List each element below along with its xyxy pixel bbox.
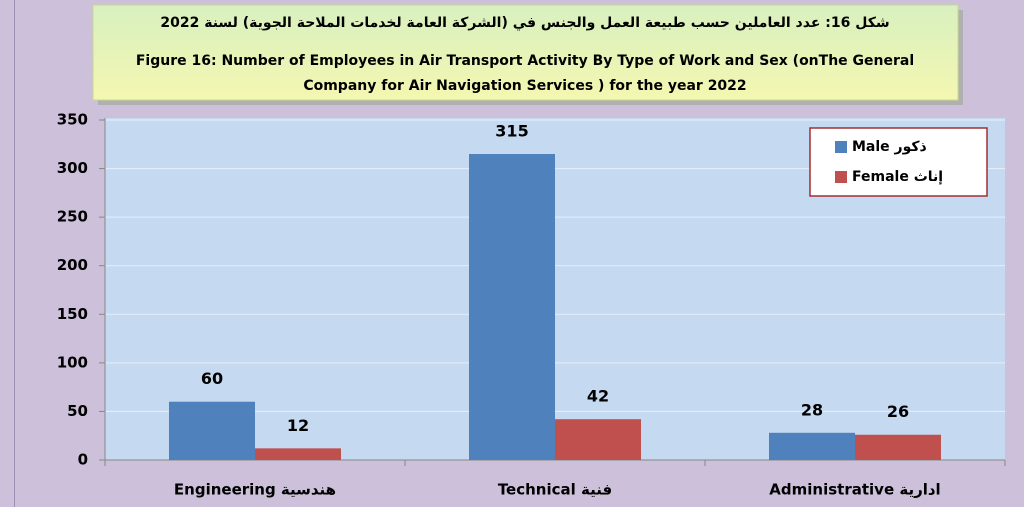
y-tick-label: 100 — [57, 353, 88, 371]
bar — [169, 401, 255, 460]
y-tick-label: 350 — [57, 111, 88, 129]
y-tick-label: 50 — [67, 402, 88, 420]
title-box — [92, 4, 959, 101]
data-label: 42 — [587, 387, 609, 406]
legend-swatch — [835, 171, 847, 183]
x-tick-label: Technical فنية — [498, 481, 612, 499]
data-label: 26 — [887, 402, 909, 421]
legend-swatch — [835, 141, 847, 153]
x-tick-label: Administrative ادارية — [769, 481, 940, 499]
bar — [255, 448, 341, 460]
y-tick-label: 250 — [57, 208, 88, 226]
data-label: 12 — [287, 416, 309, 435]
data-label: 28 — [801, 400, 823, 419]
y-tick-label: 0 — [78, 451, 88, 469]
data-label: 315 — [495, 122, 528, 141]
legend-label: Female إناث — [852, 169, 943, 185]
y-tick-label: 150 — [57, 305, 88, 323]
frame-edge — [14, 0, 15, 507]
chart-title: Company for Air Navigation Services ) fo… — [303, 78, 746, 94]
bar — [469, 154, 555, 460]
chart-title: Figure 16: Number of Employees in Air Tr… — [136, 53, 914, 69]
y-tick-label: 200 — [57, 256, 88, 274]
bar — [769, 432, 855, 460]
x-tick-label: Engineering هندسية — [174, 481, 336, 499]
legend-label: Male ذكور — [852, 139, 927, 155]
data-label: 60 — [201, 369, 223, 388]
chart-title: شكل 16: عدد العاملين حسب طبيعة العمل وال… — [160, 15, 889, 31]
bar — [855, 434, 941, 460]
bar — [555, 419, 641, 460]
legend-box — [809, 127, 988, 197]
y-tick-label: 300 — [57, 159, 88, 177]
